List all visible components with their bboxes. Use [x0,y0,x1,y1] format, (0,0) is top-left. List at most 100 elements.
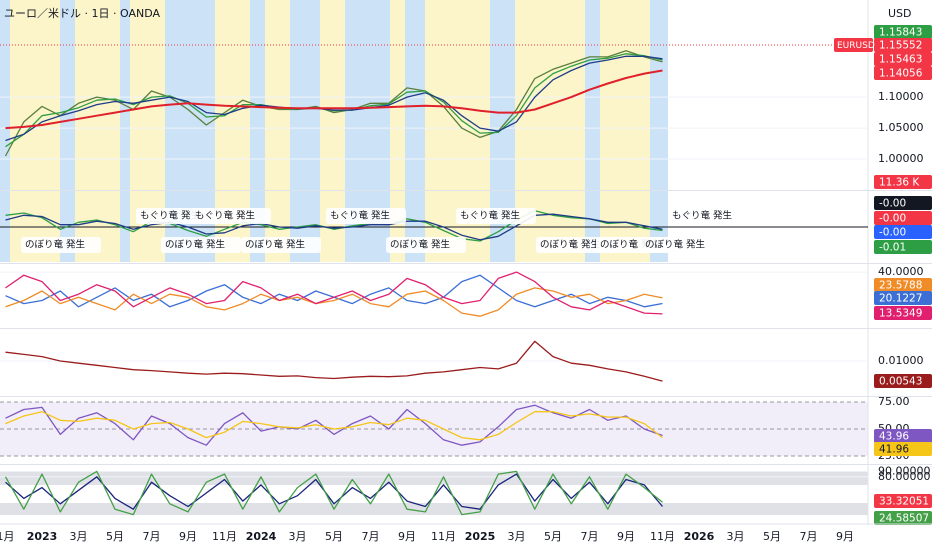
stripe [290,0,320,262]
x-tick-label: 3月 [727,530,745,543]
annotation: のぼり竜 発生 [245,239,306,251]
price-badge [874,494,932,508]
badge-label: 41.96 [879,444,909,456]
y-tick-label: 1.00000 [878,152,924,165]
stoch-band [0,503,868,515]
badge-label: 24.58507 [879,513,929,525]
x-tick-label: 1月 [0,530,15,543]
x-tick-label: 2023 [27,530,58,543]
x-tick-label: 7月 [143,530,161,543]
stripe [60,0,75,262]
annotation-box [21,237,101,253]
annotation-box [161,237,241,253]
annotation: もぐり竜 発生 [330,210,391,222]
annotation-box [668,208,748,224]
series-line [5,404,663,446]
y-tick-label: 90.00000 [878,464,931,477]
stripe [10,0,60,262]
price-badge [874,306,932,320]
y-tick-label: 80.00000 [878,470,931,483]
stripe [585,0,600,262]
annotation-box [641,237,721,253]
series-line [5,69,663,130]
badge-label: 11.36 K [879,177,920,189]
x-tick-label: 11月 [650,530,675,543]
x-tick-label: 5月 [763,530,781,543]
badge-label: 23.5788 [879,280,922,292]
price-badge [874,511,932,525]
stripe [75,0,120,262]
x-tick-label: 7月 [800,530,818,543]
price-badge [874,374,932,388]
x-tick-label: 2026 [684,530,715,543]
badge-label: 43.96 [879,431,909,443]
badge-label: -0.01 [879,242,906,254]
badge-label: -0.00 [879,198,906,210]
annotation: もぐり竜 発生 [195,210,256,222]
badge-label: 13.5349 [879,308,922,320]
series-line [5,53,663,148]
y-tick-label: 1.10000 [878,90,924,103]
price-badge [874,66,932,80]
price-badge [874,240,932,254]
stripe [650,0,668,262]
stripe [405,0,425,262]
y-tick-label: 75.00 [878,395,910,408]
x-tick-label: 5月 [325,530,343,543]
price-badge [874,225,932,239]
x-tick-label: 7月 [581,530,599,543]
price-badge [874,25,932,39]
badge-label: 1.14056 [879,68,923,80]
x-tick-label: 5月 [544,530,562,543]
currency: USD [888,7,912,20]
annotation-box [241,237,321,253]
x-tick-label: 9月 [617,530,635,543]
badge-label: -0.00 [879,213,906,225]
x-tick-label: 3月 [289,530,307,543]
symbol-label: EURUSD [837,41,875,51]
badge-label: 1.15552 [879,40,922,52]
stripe [0,0,10,262]
annotation-box [326,208,406,224]
price-badge [874,429,932,443]
x-tick-label: 3月 [508,530,526,543]
price-badge [874,442,932,456]
chart-title: ユーロ／米ドル · 1日 · OANDA [4,7,160,20]
price-badge [874,52,932,66]
badge-label: 1.15843 [879,27,922,39]
annotation: のぼり竜 発生 [390,239,451,251]
stripe [120,0,130,262]
x-tick-label: 7月 [362,530,380,543]
y-tick-label: 1.05000 [878,121,924,134]
badge-label: 20.1227 [879,293,922,305]
stripe [250,0,265,262]
annotation: もぐり竜 発生 [672,210,733,222]
series-line [5,55,663,142]
series-line [5,287,663,317]
stripe [390,0,405,262]
x-tick-label: 9月 [836,530,854,543]
symbol-tag [834,38,873,52]
stoch-band [0,471,868,485]
annotation: のぼり竜 発生 [25,239,86,251]
annotation: のぼり竜 発生 [165,239,226,251]
series-line [5,340,663,382]
series-line [5,411,663,441]
annotation-box [456,208,536,224]
series-line [5,271,663,315]
annotation-box [191,208,271,224]
price-badge [874,196,932,210]
x-tick-label: 5月 [106,530,124,543]
x-tick-label: 9月 [179,530,197,543]
price-badge [874,278,932,292]
series-line [5,210,663,242]
badge-label: -0.00 [879,227,906,239]
badge-label: 0.00543 [879,376,922,388]
price-badge [874,175,932,189]
x-tick-label: 2025 [465,530,496,543]
stripe [600,0,650,262]
series-line [4,50,663,157]
x-tick-label: 11月 [431,530,456,543]
